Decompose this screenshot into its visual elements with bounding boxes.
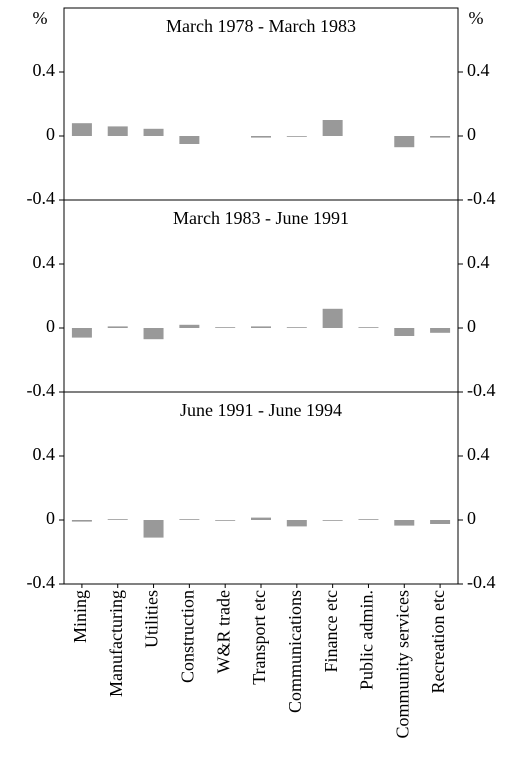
y2-tick-label: 0: [467, 316, 476, 336]
y2-tick-label: 0.4: [467, 444, 490, 464]
bar: [107, 126, 128, 136]
bar: [143, 328, 164, 340]
y2-tick-label: 0.4: [467, 252, 490, 272]
bar: [358, 519, 379, 520]
bar: [430, 520, 451, 524]
bar: [179, 324, 200, 328]
panel-title: March 1983 - June 1991: [173, 208, 349, 228]
bar: [322, 520, 343, 521]
x-tick-label: W&R trade: [213, 590, 233, 673]
panel-frame: [63, 7, 459, 201]
y2-axis-label: %: [469, 8, 484, 28]
bar: [251, 136, 271, 138]
bar: [394, 520, 415, 526]
bar: [71, 520, 92, 522]
y2-tick-label: -0.4: [467, 380, 496, 400]
x-tick-label: Mining: [70, 590, 90, 643]
x-tick-label: Community services: [392, 590, 412, 738]
y-tick-label: 0.4: [33, 60, 56, 80]
bar: [71, 123, 92, 136]
y-tick-label: 0.4: [33, 252, 56, 272]
bar: [286, 327, 307, 328]
bar: [179, 136, 200, 144]
panel-frame: [63, 199, 459, 393]
bar: [107, 519, 128, 520]
y2-tick-label: 0.4: [467, 60, 490, 80]
bar: [430, 328, 451, 333]
bar: [143, 128, 164, 136]
bar: [143, 520, 164, 538]
y2-tick-label: 0: [467, 124, 476, 144]
bar: [286, 136, 307, 137]
y-tick-label: 0: [46, 508, 55, 528]
y2-tick-label: -0.4: [467, 572, 496, 592]
bar: [286, 520, 307, 527]
panel-title: March 1978 - March 1983: [166, 16, 356, 36]
y-axis-label: %: [33, 8, 48, 28]
y-tick-label: -0.4: [27, 572, 56, 592]
x-tick-label: Finance etc: [321, 590, 341, 672]
y2-tick-label: 0: [467, 508, 476, 528]
y-tick-label: -0.4: [27, 380, 56, 400]
bar: [322, 120, 343, 136]
bar: [215, 520, 236, 521]
bar: [394, 136, 415, 148]
y2-tick-label: -0.4: [467, 188, 496, 208]
bar: [107, 326, 128, 328]
x-tick-label: Manufacturing: [106, 590, 126, 697]
y-tick-label: 0: [46, 316, 55, 336]
panel-frame: [63, 391, 459, 585]
panel-title: June 1991 - June 1994: [180, 400, 342, 420]
x-tick-label: Utilities: [142, 590, 162, 648]
bar: [179, 519, 200, 520]
bar: [251, 517, 271, 520]
y-tick-label: 0: [46, 124, 55, 144]
x-tick-label: Public admin.: [357, 590, 377, 690]
bar: [251, 326, 271, 328]
x-tick-label: Communications: [285, 590, 305, 713]
x-tick-label: Transport etc: [249, 590, 269, 685]
bar: [394, 328, 415, 336]
x-tick-label: Construction: [177, 590, 197, 683]
bar: [358, 327, 379, 328]
bar: [322, 308, 343, 328]
x-tick-label: Recreation etc: [428, 590, 448, 693]
y-tick-label: -0.4: [27, 188, 56, 208]
bar: [71, 328, 92, 338]
y-tick-label: 0.4: [33, 444, 56, 464]
bar: [430, 136, 451, 138]
bar: [215, 327, 236, 328]
